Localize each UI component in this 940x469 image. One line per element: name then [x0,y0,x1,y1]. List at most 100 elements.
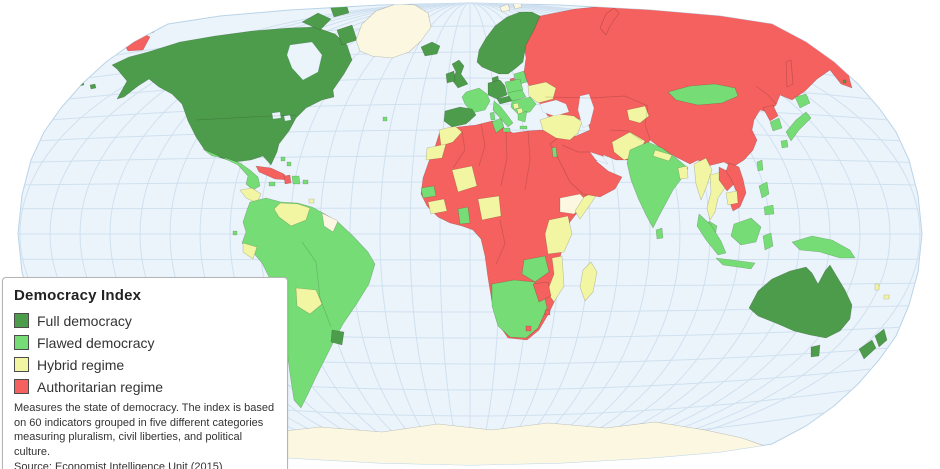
region-vietnam[interactable]: Vietnam [725,162,747,212]
region-madagascar[interactable]: Madagascar [579,261,598,302]
region-bosnia[interactable]: Bosnia [512,102,520,110]
region-sri-lanka[interactable]: Sri Lanka [655,227,664,240]
region-australia[interactable]: Australia [748,264,853,339]
region-black-sea: Black Sea [539,99,570,117]
region-cambodia[interactable]: Cambodia [725,190,739,206]
region-novaya-zemlya[interactable]: Novaya Zemlya [599,7,620,36]
region-ireland[interactable]: Ireland [445,70,456,84]
region-java[interactable]: Java (Indonesia) [715,257,756,270]
region-venezuela[interactable]: Venezuela [273,202,311,227]
region-france[interactable]: France [461,87,491,114]
region-central-america[interactable]: Guatemala, Honduras and Nicaragua [239,187,262,204]
region-sicily[interactable]: Sicily [502,127,511,133]
region-galapagos[interactable]: Galapagos [232,230,238,236]
region-zambia[interactable]: Zambia [521,255,550,283]
country-border-line [644,105,651,141]
region-germany[interactable]: Germany and Benelux [487,79,508,100]
region-ghana[interactable]: Ghana [457,206,471,225]
region-ukraine[interactable]: Ukraine and Moldova [527,81,557,104]
region-chukotka-2[interactable]: Chukotka [142,24,155,35]
legend-label: Flawed democracy [37,334,155,351]
region-mongolia[interactable]: Mongolia [667,83,739,106]
region-taiwan[interactable]: Taiwan [756,159,764,172]
region-pacific-island[interactable]: Pacific island [842,79,847,84]
region-svalbard-1[interactable]: Svalbard [499,3,511,13]
region-iberia[interactable]: Spain and Portugal [443,106,477,128]
country-border-line [452,130,466,169]
region-guinea[interactable]: Guinea region [427,198,448,215]
region-puerto-rico[interactable]: Puerto Rico [302,179,309,185]
region-italy[interactable]: Italy [492,100,514,128]
region-uruguay[interactable]: Uruguay [330,329,345,346]
region-senegal[interactable]: Senegal [420,185,437,199]
region-north-korea[interactable]: North Korea [762,104,779,122]
region-canadian-arctic-1[interactable]: Canadian Arctic Islands [301,12,332,31]
region-kyrgyzstan[interactable]: Kyrgyzstan [626,105,650,124]
region-india[interactable]: India [626,141,689,229]
region-central-europe[interactable]: Czechia, Slovakia and Hungary [506,89,527,102]
region-mozambique[interactable]: Mozambique and Malawi [546,255,565,303]
region-bahamas-1[interactable]: Bahamas [280,156,286,162]
region-japan-hokkaido[interactable]: Japan (Hokkaido) [794,93,811,109]
region-nepal[interactable]: Nepal [652,149,673,162]
region-bangladesh[interactable]: Bangladesh [677,165,689,180]
region-turkey[interactable]: Turkey [539,113,583,141]
country-border-line [755,85,777,105]
legend-swatch-full [14,313,29,328]
region-ecuador[interactable]: Ecuador [242,242,258,260]
region-dominican-republic[interactable]: Dominican Republic [291,175,301,185]
region-sakhalin[interactable]: Sakhalin [785,59,794,88]
region-greece[interactable]: Greece [517,110,528,123]
region-aleutian-1[interactable]: Aleutian Islands [77,80,85,87]
region-trinidad[interactable]: Trinidad and Tobago [308,198,315,204]
legend-items: Full democracy Flawed democracy Hybrid reg… [14,313,276,394]
region-sumatra[interactable]: Sumatra (Indonesia) [696,213,727,256]
region-greenland[interactable]: Greenland [355,3,432,59]
region-mexico[interactable]: Mexico [202,148,261,191]
region-western-sahara[interactable]: Western Sahara [425,143,447,161]
region-iceland[interactable]: Iceland [420,41,441,57]
region-bolivia[interactable]: Bolivia [295,287,323,315]
region-new-zealand-north[interactable]: New Zealand (North Island) [874,328,888,348]
region-jamaica[interactable]: Jamaica [268,181,276,187]
region-bahamas-2[interactable]: Bahamas [286,161,292,167]
region-japan-kyushu[interactable]: Japan (Kyushu) [780,139,789,149]
region-east-africa[interactable]: Uganda, Kenya and Tanzania [544,215,573,255]
region-myanmar[interactable]: Myanmar [693,157,713,201]
region-philippines-mindanao[interactable]: Philippines (Mindanao) [763,204,775,216]
region-sulawesi[interactable]: Sulawesi (Indonesia) [762,232,774,251]
region-united-kingdom[interactable]: United Kingdom [451,59,469,89]
region-zimbabwe[interactable]: Zimbabwe [532,281,552,303]
region-south-korea[interactable]: South Korea [769,117,783,132]
region-japan-honshu[interactable]: Japan (Honshu) [785,111,812,142]
region-burkina-benin[interactable]: Burkina Faso and Benin [477,195,502,221]
region-svalbard-2[interactable]: Svalbard [512,1,523,10]
country-border-line [609,129,643,142]
region-borneo[interactable]: Borneo [730,217,762,246]
region-crete[interactable]: Crete [519,125,528,130]
region-philippines-luzon[interactable]: Philippines (Luzon) [758,181,770,199]
region-tunisia[interactable]: Tunisia [491,117,505,134]
region-tasmania[interactable]: Tasmania [810,344,821,358]
region-mali[interactable]: Mali [451,165,478,193]
region-new-guinea[interactable]: New Guinea [791,235,856,259]
region-new-zealand-south[interactable]: New Zealand (South Island) [858,339,877,360]
region-israel[interactable]: Israel [551,146,558,158]
legend-swatch-flawed [14,335,29,350]
region-fiji[interactable]: Fiji [883,294,890,300]
legend-label: Authoritarian regime [37,378,164,395]
region-haiti[interactable]: Haiti [283,174,292,185]
region-sardinia[interactable]: Sardinia [489,111,496,121]
region-vanuatu[interactable]: Vanuatu [874,283,880,291]
region-southern-africa[interactable]: South Africa, Namibia and Botswana [491,279,548,339]
region-swaziland[interactable]: Swaziland [544,309,551,316]
region-guianas[interactable]: Suriname and French Guiana [321,212,339,233]
country-border-line [495,219,506,265]
region-aleutian-2[interactable]: Aleutian Islands [89,83,97,90]
region-scandinavia[interactable]: Norway, Sweden and Finland [476,11,541,75]
region-azores[interactable]: Azores [382,116,388,122]
legend-item-flawed: Flawed democracy [14,335,276,350]
region-poland[interactable]: Poland [504,78,524,94]
region-lesotho[interactable]: Lesotho [525,325,532,332]
